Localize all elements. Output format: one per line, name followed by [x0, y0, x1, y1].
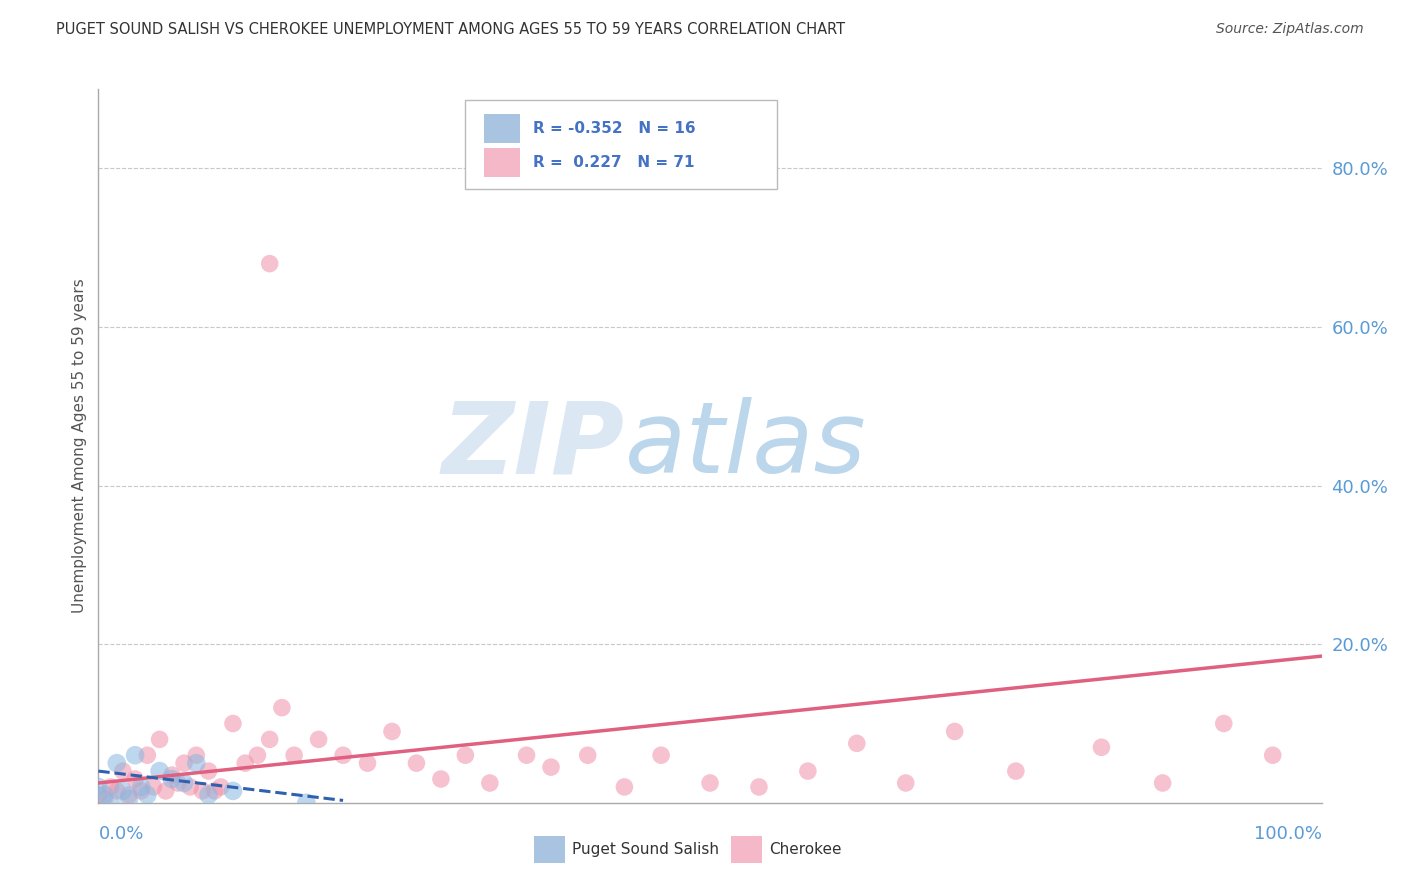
- Y-axis label: Unemployment Among Ages 55 to 59 years: Unemployment Among Ages 55 to 59 years: [72, 278, 87, 614]
- Point: [454, 748, 477, 763]
- Point: [246, 748, 269, 763]
- Point: [173, 776, 195, 790]
- Point: [197, 788, 219, 802]
- Text: 0.0%: 0.0%: [98, 825, 143, 843]
- FancyBboxPatch shape: [465, 100, 778, 189]
- Point: [540, 760, 562, 774]
- Point: [105, 784, 128, 798]
- Text: atlas: atlas: [624, 398, 866, 494]
- Point: [430, 772, 453, 786]
- Point: [186, 756, 208, 771]
- Point: [111, 784, 134, 798]
- Point: [124, 748, 146, 763]
- Point: [173, 756, 195, 771]
- Point: [478, 776, 501, 790]
- Point: [149, 764, 172, 778]
- Point: [149, 732, 172, 747]
- Bar: [484, 114, 520, 143]
- Text: Source: ZipAtlas.com: Source: ZipAtlas.com: [1216, 22, 1364, 37]
- Text: PUGET SOUND SALISH VS CHEROKEE UNEMPLOYMENT AMONG AGES 55 TO 59 YEARS CORRELATIO: PUGET SOUND SALISH VS CHEROKEE UNEMPLOYM…: [56, 22, 845, 37]
- Point: [797, 764, 820, 778]
- Point: [142, 780, 165, 794]
- Point: [576, 748, 599, 763]
- Text: ZIP: ZIP: [441, 398, 624, 494]
- Point: [1152, 776, 1174, 790]
- Point: [186, 748, 208, 763]
- Point: [129, 784, 152, 798]
- Point: [93, 792, 115, 806]
- Point: [295, 796, 318, 810]
- Point: [191, 784, 214, 798]
- Point: [155, 784, 177, 798]
- Point: [136, 748, 159, 763]
- Point: [197, 764, 219, 778]
- Point: [136, 788, 159, 802]
- Point: [100, 780, 122, 794]
- Point: [515, 748, 537, 763]
- Text: R = -0.352   N = 16: R = -0.352 N = 16: [533, 121, 696, 136]
- Point: [748, 780, 770, 794]
- Bar: [484, 148, 520, 177]
- Point: [222, 784, 245, 798]
- Text: Puget Sound Salish: Puget Sound Salish: [572, 842, 720, 856]
- Point: [160, 772, 183, 786]
- Text: 100.0%: 100.0%: [1254, 825, 1322, 843]
- Text: R =  0.227   N = 71: R = 0.227 N = 71: [533, 155, 695, 170]
- Point: [129, 780, 152, 794]
- Point: [270, 700, 294, 714]
- Point: [118, 792, 141, 806]
- Point: [100, 796, 122, 810]
- Point: [167, 776, 190, 790]
- Point: [233, 756, 256, 771]
- Point: [845, 736, 868, 750]
- Point: [209, 780, 232, 794]
- Point: [650, 748, 672, 763]
- Point: [356, 756, 378, 771]
- Point: [699, 776, 721, 790]
- Point: [259, 257, 281, 271]
- Point: [204, 784, 226, 798]
- Point: [943, 724, 966, 739]
- Point: [105, 756, 128, 771]
- Point: [613, 780, 636, 794]
- Text: Cherokee: Cherokee: [769, 842, 842, 856]
- Point: [111, 764, 134, 778]
- Point: [1212, 716, 1234, 731]
- Point: [87, 788, 110, 802]
- Point: [381, 724, 404, 739]
- Point: [1090, 740, 1112, 755]
- Point: [405, 756, 427, 771]
- Point: [124, 772, 146, 786]
- Point: [87, 780, 110, 794]
- Point: [259, 732, 281, 747]
- Point: [332, 748, 354, 763]
- Point: [222, 716, 245, 731]
- Point: [118, 788, 141, 802]
- Point: [308, 732, 330, 747]
- Point: [179, 780, 201, 794]
- Point: [1261, 748, 1284, 763]
- Point: [894, 776, 917, 790]
- Point: [283, 748, 305, 763]
- Point: [1004, 764, 1026, 778]
- Point: [160, 768, 183, 782]
- Point: [93, 788, 115, 802]
